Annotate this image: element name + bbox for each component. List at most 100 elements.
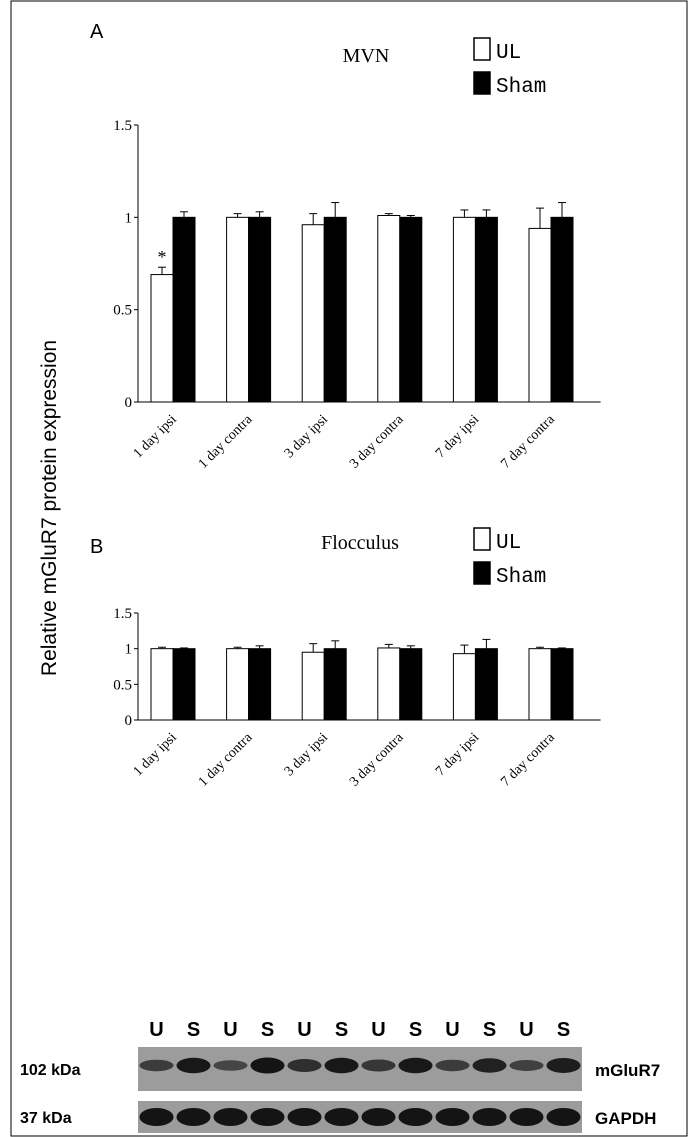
legend-label-ul: UL [496,42,521,65]
blot-band [213,1108,248,1126]
bar-ul-2 [301,651,325,721]
blot-band [546,1057,581,1073]
bar-sham-4 [474,216,498,403]
bar-ul-0 [150,648,174,721]
bar-sham-3 [399,648,423,721]
blot-band [324,1108,359,1126]
lane-label: U [149,1019,163,1041]
x-tick-label: 1 day ipsi [131,730,180,779]
bar-ul-4 [452,216,476,403]
x-tick-label: 3 day ipsi [282,412,331,461]
figure-frame [10,0,688,1137]
blot-band [472,1108,507,1126]
bar-sham-4 [474,648,498,721]
lane-label: S [335,1019,348,1041]
x-tick-label: 1 day ipsi [131,412,180,461]
x-tick-label: 3 day contra [347,412,407,472]
lane-label: S [409,1019,422,1041]
y-tick-label: 0 [125,713,133,729]
legend-swatch-ul [473,527,491,551]
lane-label: S [483,1019,496,1041]
bar-ul-4 [452,653,476,721]
panel-b-title: Flocculus [321,532,399,554]
bar-ul-3 [377,647,401,721]
panel-letter-a: A [90,21,104,43]
lane-label: U [445,1019,459,1041]
y-tick-label: 1 [125,642,133,658]
blot-band [509,1059,544,1071]
lane-label: S [187,1019,200,1041]
bar-sham-5 [550,648,574,721]
lane-label: U [371,1019,385,1041]
blot-band [213,1060,248,1071]
blot-strip-gapdh [138,1101,582,1133]
bar-sham-3 [399,216,423,403]
legend-label-sham: Sham [496,566,546,589]
legend-label-ul: UL [496,532,521,555]
blot-band [472,1058,507,1073]
blot-band [398,1057,433,1074]
y-tick-label: 1.5 [113,118,132,134]
lane-label: U [297,1019,311,1041]
bar-ul-0 [150,274,174,403]
y-tick-label: 0.5 [113,677,132,693]
blot-band [435,1059,470,1072]
blot-band [435,1108,470,1126]
panel-a-chart: 0 0.5 1 1.5 1 day ipsi 1 day contra 3 day ipsi… [113,37,601,472]
legend-label-sham: Sham [496,76,546,99]
bar-sham-2 [323,216,347,403]
blot-band [398,1108,433,1126]
x-tick-label: 1 day contra [196,412,256,472]
bar-sham-0 [172,648,196,721]
bar-ul-5 [528,227,552,403]
bar-sham-1 [248,216,272,403]
western-blot: U S U S U S U S U S U S 102 kDa mGluR7 37 kDa GAPDH [20,1019,660,1133]
blot-size-label: 102 kDa [20,1062,81,1079]
x-tick-label: 3 day ipsi [282,730,331,779]
blot-size-label: 37 kDa [20,1110,72,1127]
lane-label: S [261,1019,274,1041]
bar-ul-1 [226,648,250,721]
blot-band [176,1057,211,1074]
panel-a-title: MVN [343,45,390,67]
bar-ul-3 [377,214,401,403]
y-tick-label: 1 [125,210,133,226]
lane-label: U [223,1019,237,1041]
blot-protein-label: GAPDH [595,1109,656,1128]
x-tick-label: 7 day ipsi [433,730,482,779]
blot-band [287,1058,322,1072]
blot-strip-mglur7 [138,1047,582,1091]
legend-swatch-ul [473,37,491,61]
x-tick-label: 7 day ipsi [433,412,482,461]
bar-sham-1 [248,648,272,721]
legend-swatch-sham [473,561,491,585]
blot-band [509,1108,544,1126]
x-tick-label: 7 day contra [498,730,558,790]
blot-band [324,1057,359,1074]
legend-swatch-sham [473,71,491,95]
y-tick-label: 1.5 [113,606,132,622]
blot-band [546,1108,581,1126]
x-tick-label: 7 day contra [498,412,558,472]
bar-ul-1 [226,216,250,403]
panel-letter-b: B [90,536,103,558]
y-axis-label: Relative mGluR7 protein expression [38,340,61,676]
blot-band [139,1059,174,1072]
x-tick-label: 3 day contra [347,730,407,790]
blot-band [250,1108,285,1126]
significance-asterisk: * [158,247,167,267]
blot-band [139,1108,174,1126]
y-tick-label: 0 [125,395,133,411]
blot-band [361,1108,396,1126]
bar-sham-0 [172,216,196,403]
panel-b-chart: 0 0.5 1 1.5 1 day ipsi 1 day contra 3 day ipsi… [113,527,601,790]
bar-ul-2 [301,224,325,403]
x-tick-label: 1 day contra [196,730,256,790]
y-tick-label: 0.5 [113,303,132,319]
blot-protein-label: mGluR7 [595,1061,660,1080]
lane-label: S [557,1019,570,1041]
blot-band [361,1059,396,1072]
lane-label: U [519,1019,533,1041]
